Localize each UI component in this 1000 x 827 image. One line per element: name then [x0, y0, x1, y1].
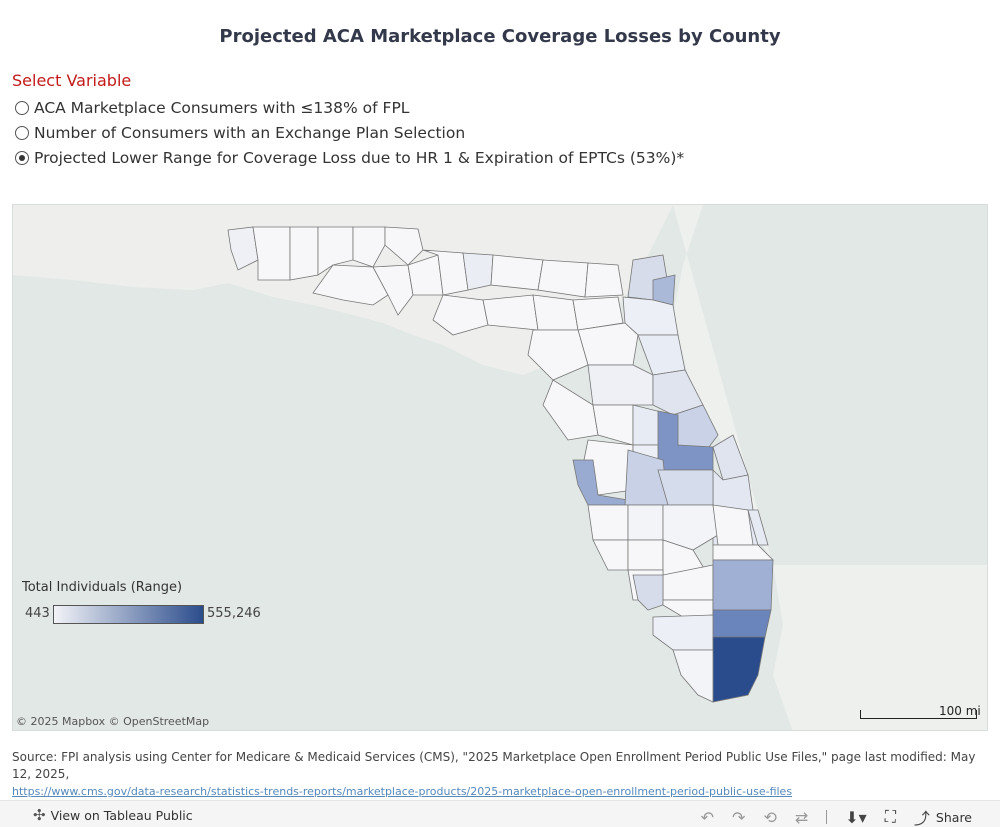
dashboard-title: Projected ACA Marketplace Coverage Losse… — [219, 26, 781, 47]
county[interactable] — [662, 599, 714, 618]
county[interactable] — [577, 322, 639, 366]
radio-option-label: ACA Marketplace Consumers with ≤138% of … — [34, 98, 410, 117]
county[interactable] — [584, 262, 624, 298]
radio-button-selected-icon[interactable] — [15, 150, 29, 165]
tableau-logo-icon: ✣ — [33, 806, 46, 824]
county[interactable] — [432, 294, 489, 336]
legend-title: Total Individuals (Range) — [22, 580, 183, 595]
county[interactable] — [537, 259, 589, 298]
county[interactable] — [592, 539, 629, 571]
radio-button-icon[interactable] — [15, 100, 29, 115]
radio-option-exchange-plan[interactable]: Number of Consumers with an Exchange Pla… — [15, 120, 684, 145]
county[interactable] — [532, 294, 579, 331]
county[interactable] — [712, 504, 754, 546]
county[interactable] — [527, 329, 589, 381]
variable-radio-group: ACA Marketplace Consumers with ≤138% of … — [15, 95, 684, 170]
parameter-header: Select Variable — [12, 71, 132, 90]
radio-option-label: Projected Lower Range for Coverage Loss … — [34, 148, 685, 167]
county[interactable] — [712, 636, 766, 703]
county[interactable] — [289, 226, 319, 281]
county[interactable] — [352, 226, 386, 268]
download-icon[interactable]: ⬇▾ — [845, 807, 867, 827]
share-icon[interactable]: ⤴ — [913, 809, 930, 827]
source-text: Source: FPI analysis using Center for Me… — [12, 750, 976, 781]
county[interactable] — [652, 614, 714, 651]
redo-icon[interactable]: ↷ — [732, 807, 746, 827]
county[interactable] — [252, 226, 291, 281]
atlantic-coast-land — [673, 205, 987, 730]
map-attribution[interactable]: © 2025 Mapbox © OpenStreetMap — [16, 715, 210, 728]
share-label[interactable]: Share — [935, 809, 972, 825]
florida-map-svg[interactable] — [13, 205, 988, 731]
county[interactable] — [462, 252, 494, 291]
legend-max-value: 555,246 — [207, 606, 261, 621]
fullscreen-icon[interactable]: ⛶ — [884, 807, 896, 826]
radio-option-label: Number of Consumers with an Exchange Pla… — [34, 123, 466, 142]
county[interactable] — [712, 544, 774, 561]
undo-icon[interactable]: ↶ — [700, 807, 715, 827]
county[interactable] — [587, 504, 629, 541]
county[interactable] — [317, 226, 354, 276]
county[interactable] — [384, 226, 424, 266]
county[interactable] — [490, 254, 544, 291]
county[interactable] — [632, 574, 664, 611]
county[interactable] — [747, 509, 769, 546]
view-on-tableau-button[interactable]: ✣ View on Tableau Public — [33, 806, 193, 824]
radio-option-fpl[interactable]: ACA Marketplace Consumers with ≤138% of … — [15, 95, 684, 120]
legend-color-ramp — [53, 605, 204, 624]
map-scale-label: 100 mi — [939, 704, 981, 718]
refresh-icon[interactable]: ⇄ — [794, 807, 809, 827]
county[interactable] — [627, 539, 664, 571]
county[interactable] — [712, 559, 774, 611]
revert-icon[interactable]: ⟲ — [763, 807, 777, 827]
county[interactable] — [657, 469, 714, 506]
county[interactable] — [592, 404, 634, 446]
county-map[interactable] — [12, 204, 988, 731]
legend-min-value: 443 — [25, 606, 50, 621]
view-on-tableau-label: View on Tableau Public — [50, 807, 193, 823]
county[interactable] — [422, 249, 469, 296]
tableau-toolbar: ✣ View on Tableau Public ↶ ↷ ⟲ ⇄ ⬇▾ ⛶ ⤴ … — [0, 800, 1000, 827]
county[interactable] — [637, 334, 686, 376]
county[interactable] — [712, 609, 772, 638]
county[interactable] — [672, 649, 714, 703]
toolbar-divider — [826, 810, 828, 824]
source-link[interactable]: https://www.cms.gov/data-research/statis… — [12, 785, 793, 798]
county[interactable] — [662, 504, 719, 551]
county[interactable] — [482, 294, 539, 331]
radio-option-coverage-loss[interactable]: Projected Lower Range for Coverage Loss … — [15, 145, 684, 170]
county[interactable] — [372, 264, 414, 316]
map-scale-bar — [860, 710, 977, 719]
toolbar-actions: ↶ ↷ ⟲ ⇄ ⬇▾ ⛶ ⤴ Share — [683, 805, 972, 827]
county[interactable] — [587, 364, 654, 406]
county[interactable] — [227, 226, 259, 271]
radio-button-icon[interactable] — [15, 125, 29, 140]
county[interactable] — [627, 504, 664, 541]
county[interactable] — [542, 379, 599, 441]
source-note: Source: FPI analysis using Center for Me… — [12, 749, 992, 800]
